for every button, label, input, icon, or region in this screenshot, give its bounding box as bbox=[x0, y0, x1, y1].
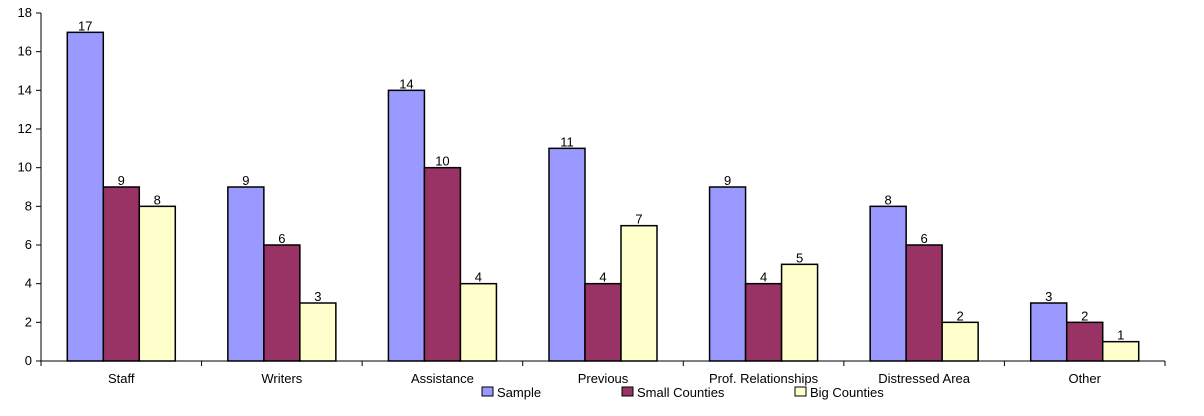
legend-label: Small Counties bbox=[637, 385, 725, 400]
bar-big-counties bbox=[620, 224, 658, 362]
data-label: 8 bbox=[885, 192, 892, 207]
y-tick-label: 16 bbox=[18, 44, 32, 59]
y-tick-label: 14 bbox=[18, 82, 32, 97]
data-label: 9 bbox=[242, 173, 249, 188]
y-tick-label: 6 bbox=[25, 237, 32, 252]
y-tick-label: 4 bbox=[25, 276, 32, 291]
y-tick-label: 0 bbox=[25, 353, 32, 368]
legend: Sample Small Counties Big Counties bbox=[481, 385, 884, 400]
legend-label: Big Counties bbox=[810, 385, 884, 400]
bar-sample bbox=[387, 89, 426, 362]
bar-small-counties bbox=[1065, 321, 1104, 362]
bar-big-counties bbox=[780, 263, 819, 362]
data-label: 6 bbox=[278, 231, 285, 246]
bar-big-counties bbox=[941, 321, 979, 362]
data-label: 17 bbox=[78, 18, 92, 33]
data-label: 1 bbox=[1117, 328, 1124, 343]
data-label: 6 bbox=[921, 231, 928, 246]
legend-swatch-big-counties bbox=[794, 386, 807, 397]
data-label: 3 bbox=[314, 289, 321, 304]
bar-sample bbox=[869, 205, 907, 362]
x-category-label: Other bbox=[1068, 371, 1101, 386]
bar-sample bbox=[227, 186, 265, 362]
data-label: 2 bbox=[957, 308, 964, 323]
data-label: 9 bbox=[724, 173, 731, 188]
bar-small-counties bbox=[905, 244, 943, 362]
bar-big-counties bbox=[138, 205, 177, 362]
bar-big-counties bbox=[1101, 340, 1140, 362]
bar-big-counties bbox=[459, 282, 498, 362]
bars bbox=[66, 31, 1140, 362]
bar-small-counties bbox=[744, 282, 783, 362]
bar-sample bbox=[708, 186, 747, 362]
x-category-label: Distressed Area bbox=[878, 371, 971, 386]
data-label: 3 bbox=[1045, 289, 1052, 304]
data-label: 11 bbox=[560, 134, 574, 149]
bar-small-counties bbox=[423, 166, 462, 362]
data-label: 8 bbox=[154, 192, 161, 207]
y-tick-label: 8 bbox=[25, 198, 32, 213]
data-label: 4 bbox=[760, 270, 767, 285]
bar-small-counties bbox=[102, 186, 141, 362]
y-tick-label: 10 bbox=[18, 160, 32, 175]
legend-swatch-small-counties bbox=[621, 386, 634, 397]
x-category-label: Writers bbox=[261, 371, 302, 386]
y-tick-label: 12 bbox=[18, 121, 32, 136]
data-label: 14 bbox=[399, 76, 413, 91]
bar-sample bbox=[66, 31, 105, 362]
data-label: 9 bbox=[118, 173, 125, 188]
data-label: 10 bbox=[435, 154, 449, 169]
x-category-label: Previous bbox=[578, 371, 629, 386]
data-label: 2 bbox=[1081, 308, 1088, 323]
data-label: 4 bbox=[599, 270, 606, 285]
data-labels: 17 9 8 9 6 3 14 10 4 11 4 7 9 4 5 8 6 2 3 2 1 bbox=[78, 18, 1124, 342]
data-label: 7 bbox=[635, 212, 642, 227]
data-label: 5 bbox=[796, 250, 803, 265]
x-category-label: Prof. Relationships bbox=[709, 371, 819, 386]
bar-sample bbox=[1029, 302, 1068, 362]
x-category-label: Staff bbox=[108, 371, 135, 386]
bar-sample bbox=[548, 147, 586, 362]
bar-big-counties bbox=[299, 302, 337, 362]
bar-small-counties bbox=[584, 282, 622, 362]
bar-small-counties bbox=[263, 244, 301, 362]
x-category-label: Assistance bbox=[411, 371, 474, 386]
legend-label: Sample bbox=[497, 385, 541, 400]
data-label: 4 bbox=[475, 270, 482, 285]
legend-swatch-sample bbox=[481, 386, 494, 397]
y-tick-label: 18 bbox=[18, 5, 32, 20]
y-tick-label: 2 bbox=[25, 314, 32, 329]
